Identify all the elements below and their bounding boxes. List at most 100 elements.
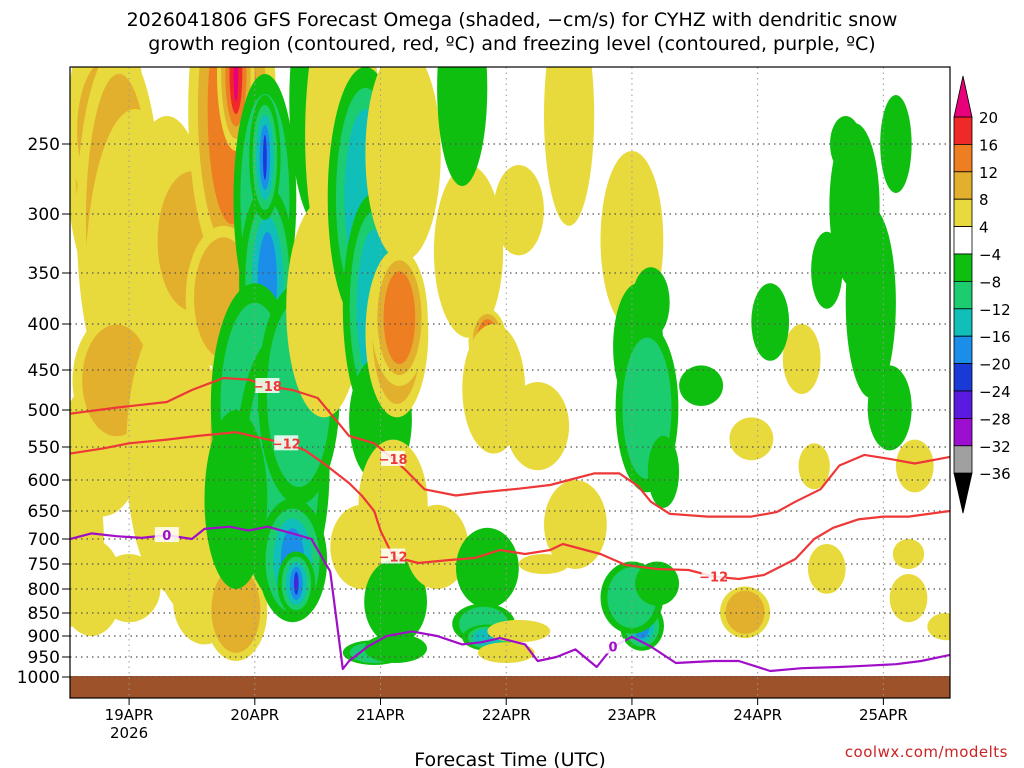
y-axis: 250 300 350 400 450 500 550 600 650 700 750 800 850 9… (17, 135, 70, 688)
y-tick-label-12: 850 (28, 604, 60, 624)
omega-blob-110 (477, 642, 535, 663)
colorbar-swatch-1 (953, 143, 973, 173)
colorbar-swatch-3 (953, 198, 973, 227)
y-tick-label-3: 400 (28, 315, 60, 335)
colorbar-label-4: 4 (979, 219, 989, 237)
colorbar-label-11: −28 (979, 410, 1011, 428)
x-tick-label-0: 19APR (105, 706, 154, 724)
colorbar-swatch-6 (953, 280, 973, 310)
omega-blob-127 (725, 590, 765, 634)
colorbar-swatch-11 (953, 417, 973, 447)
omega-blob-129 (679, 365, 724, 407)
chart-title-line1: 2026041806 GFS Forecast Omega (shaded, −… (126, 9, 898, 31)
contour-label-bg-0-0 (255, 378, 280, 393)
x-tick-label-4: 23APR (608, 706, 657, 724)
colorbar-swatch-10 (953, 390, 973, 419)
colorbar-label-0: 20 (979, 109, 998, 127)
colorbar-swatch-12 (953, 445, 973, 474)
x-axis: 19APR 20APR 21APR 22APR 23APR 24APR 25APR 2026 (105, 698, 908, 742)
x-tick-label-3: 22APR (482, 706, 531, 724)
colorbar-bottom-arrow (953, 472, 973, 514)
colorbar-label-8: −16 (979, 328, 1011, 346)
contour-label-1-1: −12 (379, 551, 408, 566)
omega-blob-102 (437, 67, 488, 186)
omega-blob-130 (782, 324, 821, 394)
colorbar-swatch-9 (953, 363, 973, 392)
omega-blob-103 (456, 527, 519, 609)
omega-blob-141 (807, 544, 846, 594)
omega-shading-layer (70, 67, 950, 665)
omega-blob-128 (729, 417, 774, 461)
y-tick-label-2: 350 (28, 264, 60, 284)
x-axis-label: Forecast Time (UTC) (414, 749, 605, 768)
colorbar-swatch-4 (953, 226, 973, 255)
colorbar-label-12: −32 (979, 438, 1011, 456)
y-tick-label-4: 450 (28, 361, 60, 381)
contour-label-bg-2-1 (601, 638, 626, 654)
omega-blob-124 (647, 435, 680, 508)
y-tick-label-8: 650 (28, 502, 60, 522)
credit-label: coolwx.com/modelts (844, 743, 1008, 761)
omega-blob-139 (892, 539, 925, 569)
contour-label-2-0: 0 (162, 529, 171, 544)
omega-blob-26 (233, 67, 239, 102)
omega-blob-140 (889, 574, 928, 623)
omega-blob-135 (867, 365, 912, 451)
colorbar-label-13: −36 (979, 465, 1011, 483)
colorbar-label-9: −20 (979, 356, 1011, 374)
x-tick-label-6: 25APR (859, 706, 908, 724)
contour-label-bg-1-2 (701, 568, 726, 584)
omega-blob-109 (487, 619, 551, 643)
omega-blob-94 (364, 633, 427, 664)
contour-label-1-0: −12 (272, 437, 301, 452)
colorbar-label-3: 8 (979, 191, 989, 209)
contour-layer: −18 −18 −12 −12 −12 0 0 (70, 376, 950, 673)
colorbar-label-6: −8 (979, 273, 1001, 291)
ground-terrain (70, 676, 950, 698)
contour-line-1 (70, 431, 950, 581)
colorbar-swatch-7 (953, 308, 973, 337)
contour-line-2 (70, 525, 950, 673)
x-year-label: 2026 (110, 724, 148, 742)
colorbar-label-7: −12 (979, 301, 1011, 319)
omega-blob-112 (544, 480, 607, 569)
omega-blob-111 (544, 67, 595, 226)
omega-blob-95 (405, 504, 469, 589)
omega-blob-123 (635, 561, 680, 606)
omega-blob-96 (433, 165, 504, 338)
colorbar-swatch-5 (953, 253, 973, 282)
chart-title-line2: growth region (contoured, red, ºC) and f… (148, 33, 876, 55)
y-tick-label-13: 900 (28, 627, 60, 647)
x-tick-label-2: 21APR (356, 706, 405, 724)
colorbar-top-arrow (953, 75, 973, 118)
contour-label-bg-1-0 (274, 435, 299, 451)
contour-label-2-1: 0 (609, 641, 618, 656)
omega-blob-125 (631, 267, 670, 338)
y-tick-label-1: 300 (28, 205, 60, 225)
contour-label-bg-2-0 (154, 527, 179, 543)
contour-label-0-0: −18 (253, 380, 282, 395)
omega-blob-36 (211, 567, 261, 653)
y-tick-label-11: 800 (28, 580, 60, 600)
y-tick-label-0: 250 (28, 135, 60, 155)
omega-blob-54 (263, 134, 267, 180)
y-tick-label-9: 700 (28, 530, 60, 550)
omega-blob-68 (294, 577, 298, 590)
omega-blob-142 (798, 443, 830, 490)
omega-blob-131 (751, 283, 790, 361)
omega-blob-69 (204, 410, 268, 589)
colorbar-label-5: −4 (979, 246, 1001, 264)
colorbar-swatch-8 (953, 335, 973, 365)
contour-label-1-2: −12 (699, 571, 728, 586)
omega-blob-91 (364, 559, 427, 645)
colorbar-swatch-2 (953, 171, 973, 200)
x-tick-label-5: 24APR (733, 706, 782, 724)
colorbar-label-2: 12 (979, 164, 998, 182)
contour-label-0-1: −18 (379, 453, 408, 468)
colorbar-legend: 20 16 12 8 4 −4 −8 −12 −16 −20 −24 −28 −32 −36 (953, 75, 1011, 514)
grid-lines (70, 67, 950, 698)
plot-frame (69, 66, 951, 699)
colorbar-swatch-0 (953, 116, 973, 145)
y-tick-label-7: 600 (28, 471, 60, 491)
colorbar-label-1: 16 (979, 136, 998, 154)
